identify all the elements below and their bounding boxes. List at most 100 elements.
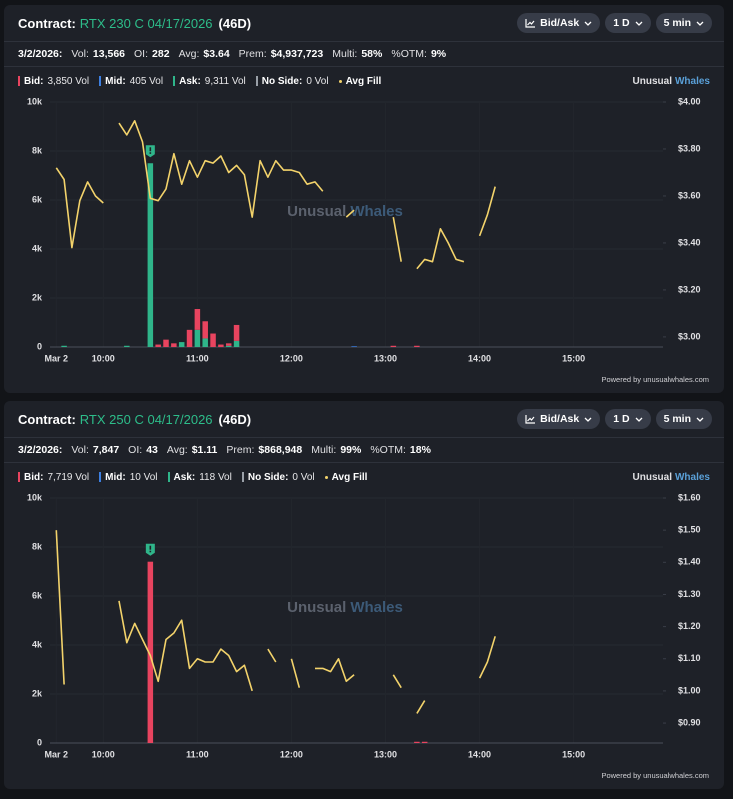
dropdown-button[interactable]: 5 min [655,409,712,429]
x-tick-label: 10:00 [92,749,115,759]
y-tick-label: 4k [32,243,43,253]
stat-label: Avg: [178,48,200,60]
brand-word: Unusual [632,75,672,87]
stat-value: 282 [152,48,170,60]
y-tick-label: 8k [32,541,43,551]
separator [4,437,724,438]
contract-name: RTX 250 C 04/17/2026 [79,411,213,427]
legend-item: Ask: 9,311 Vol [173,76,246,87]
legend-swatch [167,472,170,482]
legend-item: No Side: 0 Vol [241,472,315,483]
stat-label: OI: [128,444,143,456]
days-to-expiry: (46D) [218,15,252,31]
y2-tick-label: $0.90 [678,717,701,727]
chevron [584,417,592,422]
volume-bar [171,343,177,347]
brand-word: Whales [674,471,710,483]
footer: Powered by unusualwhales.com [601,771,709,780]
stat: Prem: $4,937,723 [239,48,324,60]
volume-bar [351,346,357,347]
legend-item: Mid: 10 Vol [99,472,158,483]
y2-tick-label: $1.30 [678,589,701,599]
contract-label: Contract: [18,411,76,427]
volume-bar [225,343,232,346]
button-label: 1 D [613,413,630,425]
stat: Multi: 58% [332,48,382,60]
volume-bar [194,329,201,347]
stat-label: OI: [134,48,149,60]
dropdown-button[interactable]: 1 D [605,13,651,33]
volume-bar [202,338,208,347]
dropdown-button[interactable]: Bid/Ask [517,13,601,33]
chart: 0 2k 4k 6k 8k 10k $0.90 $1.00 $1.10 $1.20 $1.30 $1.… [27,492,709,780]
stat-label: Vol: [71,444,89,456]
x-tick-label: 11:00 [186,749,209,759]
legend-label: Ask: [179,75,201,87]
legend-value: 3,850 Vol [47,75,90,87]
y2-tick-label: $1.20 [678,621,701,631]
stat-value: $3.64 [203,48,230,60]
y-tick-label: 6k [32,590,43,600]
button-label: Bid/Ask [540,17,580,29]
y2-tick-label: $1.10 [678,653,701,663]
stat-label: Multi: [311,444,337,456]
chevron [635,417,643,422]
flag-glyph [149,152,152,154]
x-tick-label: 14:00 [468,749,491,759]
header-row: Contract: RTX 250 C 04/17/2026 (46D) [4,401,724,437]
y2-tick-label: $3.60 [678,190,701,200]
button-label: 5 min [663,17,691,29]
watermark: Unusual Whales [287,599,403,616]
brand: Unusual Whales [633,72,710,90]
y-tick-label: 2k [32,292,43,302]
button-label: 5 min [663,413,691,425]
stat: OI: 43 [128,444,158,456]
legend-swatch [338,79,342,83]
legend-item: No Side: 0 Vol [255,75,329,87]
legend-item: Bid: 3,850 Vol [18,76,89,87]
panel: Contract: RTX 250 C 04/17/2026 (46D) Bid/As… [4,401,724,789]
chart: 0 2k 4k 6k 8k 10k $3.00 $3.20 $3.40 $3.60 $3.80 $4.… [27,96,709,384]
y2-tick-label: $3.80 [678,143,701,153]
stat: Vol: 13,566 [71,48,125,60]
flag-glyph [149,545,152,550]
stat-value: 13,566 [92,48,126,60]
y2-tick-label: $3.00 [678,331,701,341]
dropdown-button[interactable]: 5 min [655,13,712,33]
y-tick-label: 2k [32,688,43,698]
x-tick-label: 12:00 [280,749,303,759]
legend-value: 0 Vol [306,75,329,87]
stat: Prem: $868,948 [226,444,302,456]
x-tick-label: 11:00 [186,353,209,363]
stat: OI: 282 [134,48,170,60]
y-tick-label: 0 [37,341,42,351]
panel: Contract: RTX 230 C 04/17/2026 (46D) Bid/As… [4,5,724,393]
stat-value: $4,937,723 [270,48,324,60]
stat-label: %OTM: [370,444,406,456]
x-tick-label: 15:00 [562,749,585,759]
legend-row: Bid: 3,850 Vol Mid: 405 Vol Ask: 9,311 Vol No … [4,72,724,90]
flag-glyph [149,550,152,553]
stat-value: 58% [361,48,383,60]
header-row: Contract: RTX 230 C 04/17/2026 (46D) [4,5,724,41]
x-tick-label: 14:00 [468,353,491,363]
watermark-word: Unusual [287,599,346,616]
volume-bar [414,741,420,743]
y-tick-label: 4k [32,639,43,649]
stat-label: Multi: [332,48,358,60]
legend-value: 405 Vol [129,75,164,87]
dropdown-button[interactable]: 1 D [605,409,651,429]
dropdown-button[interactable]: Bid/Ask [517,409,601,429]
stat: Avg: $1.11 [167,444,218,456]
volume-bar [147,163,154,347]
button-label: Bid/Ask [540,413,580,425]
legend-swatch [18,472,20,482]
legend-value: 9,311 Vol [204,75,246,87]
legend-swatch [173,76,176,86]
y-tick-label: 0 [37,737,42,747]
stats-row: 3/2/2026: Vol: 7,847 OI: 43 Avg: $1.11 Prem: $86… [4,438,724,462]
stat-label: Avg: [166,444,188,456]
x-tick-label: 12:00 [280,353,303,363]
contract-label: Contract: [18,15,76,31]
stat-value: $1.11 [191,444,218,456]
